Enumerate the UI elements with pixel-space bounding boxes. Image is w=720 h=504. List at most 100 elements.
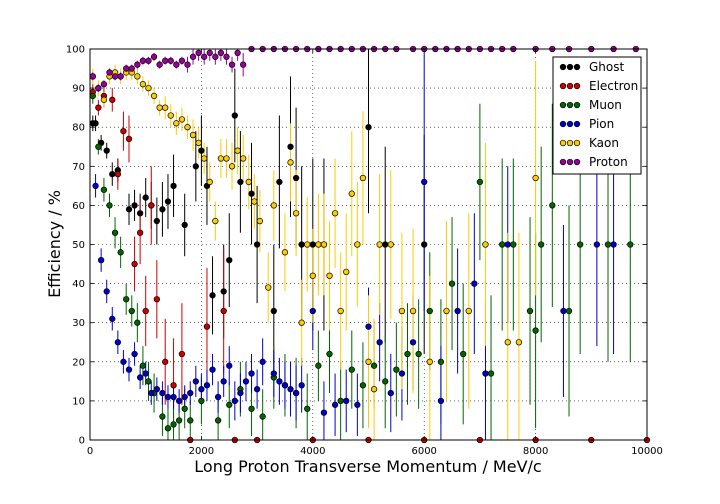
pion-point xyxy=(131,350,138,358)
proton-point xyxy=(150,53,158,60)
kaon-point xyxy=(150,92,158,100)
kaon-point xyxy=(365,358,372,365)
ghost-point xyxy=(103,147,110,154)
y-tick-label: 80 xyxy=(72,123,85,134)
kaon-point xyxy=(195,139,202,146)
proton-point xyxy=(117,73,124,80)
proton-point xyxy=(106,69,113,76)
kaon-point xyxy=(201,155,208,162)
pion-point xyxy=(298,382,305,389)
pion-point xyxy=(92,182,99,190)
proton-point xyxy=(128,65,135,72)
pion-point xyxy=(471,280,478,287)
kaon-point xyxy=(304,241,311,248)
legend-label-electron: Electron xyxy=(589,79,638,93)
axis-ticks: 0 2000 4000 6000 8000 10000 0 10 20 30 40 50 60 70 80 9… xyxy=(66,45,663,458)
legend-marker-proton xyxy=(559,158,567,166)
electron-point xyxy=(170,382,177,389)
pion-point xyxy=(198,386,205,393)
y-tick-label: 50 xyxy=(72,240,85,251)
kaon-point xyxy=(281,249,289,256)
proton-point xyxy=(234,49,241,57)
proton-point xyxy=(228,61,236,68)
proton-point xyxy=(173,61,180,68)
kaon-point xyxy=(265,284,272,291)
kaon-point xyxy=(398,307,406,315)
legend-label-ghost: Ghost xyxy=(589,60,624,74)
muon-point xyxy=(348,366,355,373)
kaon-point xyxy=(256,217,264,225)
pion-point xyxy=(253,386,261,393)
kaon-point xyxy=(426,358,433,365)
electron-point xyxy=(109,96,116,103)
muon-point xyxy=(198,397,205,405)
pion-point xyxy=(97,256,105,264)
muon-point xyxy=(499,241,506,248)
pion-point xyxy=(421,178,428,186)
kaon-point xyxy=(315,241,322,248)
ghost-point xyxy=(170,182,177,190)
kaon-point xyxy=(251,198,258,205)
muon-point xyxy=(393,366,400,373)
ghost-point xyxy=(159,206,166,213)
kaon-point xyxy=(387,241,394,248)
electron-point xyxy=(125,135,133,143)
x-tick-label: 10000 xyxy=(631,446,663,457)
muon-point xyxy=(139,362,147,369)
kaon-point xyxy=(189,131,197,139)
ghost-point xyxy=(253,241,261,248)
electron-point xyxy=(142,307,149,315)
kaon-point xyxy=(376,241,383,248)
ghost-point xyxy=(109,170,116,178)
pion-point xyxy=(287,386,294,393)
ghost-point xyxy=(142,194,149,201)
ghost-point xyxy=(421,241,428,248)
muon-point xyxy=(415,350,422,358)
muon-point xyxy=(164,425,172,432)
muon-point xyxy=(476,178,484,186)
muon-point xyxy=(100,186,108,193)
kaon-point xyxy=(228,163,236,170)
ghost-point xyxy=(181,221,188,229)
kaon-point xyxy=(134,73,141,80)
electron-point xyxy=(162,358,169,365)
muon-point xyxy=(259,413,266,420)
legend-marker-muon xyxy=(559,101,567,109)
ghost-point xyxy=(164,198,172,205)
y-tick-label: 0 xyxy=(79,436,85,447)
ghost-point xyxy=(276,178,283,186)
pion-point xyxy=(454,307,461,315)
legend: Ghost Electron Muon Pion Kaon Proton xyxy=(552,56,642,175)
muon-point xyxy=(106,202,113,209)
pion-point xyxy=(181,393,188,401)
kaon-point xyxy=(482,241,489,248)
kaon-point xyxy=(331,210,339,217)
muon-point xyxy=(404,350,411,358)
proton-point xyxy=(189,53,197,60)
muon-point xyxy=(214,417,222,424)
legend-marker-kaon xyxy=(573,139,581,147)
electron-point xyxy=(178,350,186,358)
proton-point xyxy=(95,84,102,92)
muon-point xyxy=(426,307,433,315)
muon-point xyxy=(532,327,539,334)
muon-point xyxy=(159,413,166,420)
pion-point xyxy=(226,362,233,369)
ghost-point xyxy=(382,241,389,248)
ghost-point xyxy=(270,307,277,315)
y-tick-label: 40 xyxy=(72,279,85,290)
pion-point xyxy=(203,382,211,389)
y-tick-label: 70 xyxy=(72,162,85,173)
ghost-point xyxy=(231,112,238,119)
legend-marker-muon xyxy=(566,101,574,109)
muon-point xyxy=(448,280,456,287)
muon-point xyxy=(128,307,135,315)
muon-point xyxy=(487,370,495,377)
kaon-point xyxy=(245,178,252,186)
kaon-point xyxy=(348,190,355,197)
pion-point xyxy=(175,397,183,405)
muon-point xyxy=(538,241,545,248)
legend-marker-ghost xyxy=(573,63,581,71)
muon-point xyxy=(175,417,183,424)
muon-point xyxy=(565,307,573,315)
